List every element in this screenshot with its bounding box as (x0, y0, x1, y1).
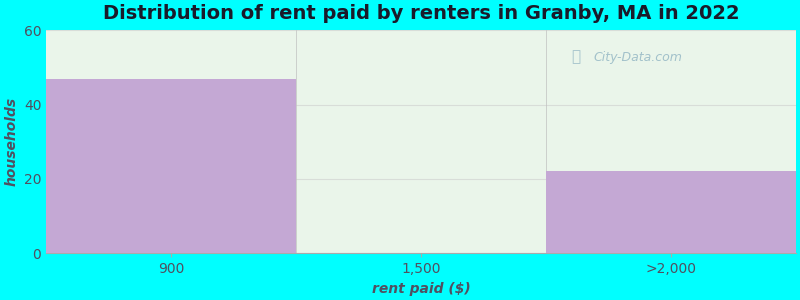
Text: ⌕: ⌕ (571, 50, 580, 64)
Y-axis label: households: households (4, 97, 18, 186)
X-axis label: rent paid ($): rent paid ($) (372, 282, 470, 296)
Bar (46, 79, 296, 253)
Title: Distribution of rent paid by renters in Granby, MA in 2022: Distribution of rent paid by renters in … (102, 4, 739, 23)
Text: City-Data.com: City-Data.com (594, 50, 682, 64)
Bar (546, 172, 796, 253)
